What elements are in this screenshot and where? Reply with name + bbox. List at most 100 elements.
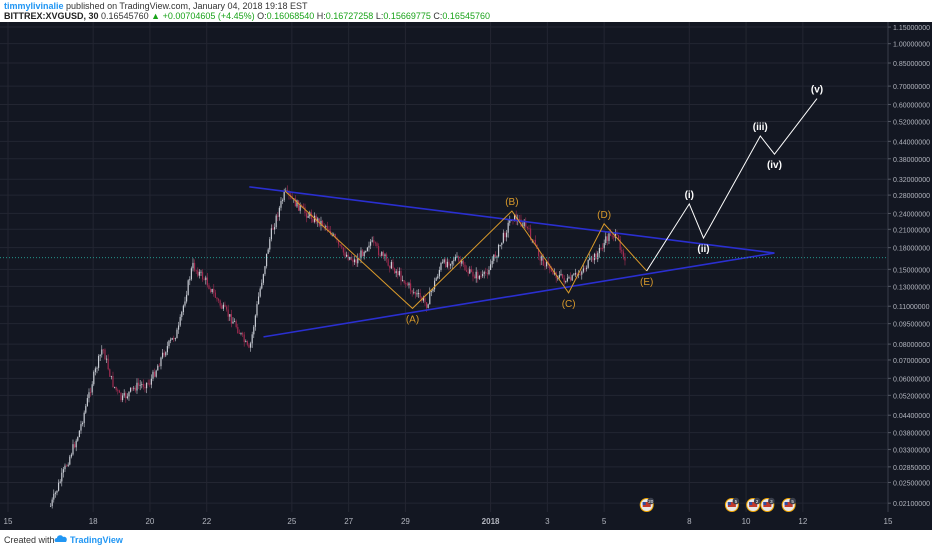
- time-axis[interactable]: 15 18 20 22 25 27 29 2018 3 5 8 10 12 15: [0, 512, 932, 530]
- open-value: 0.16068540: [266, 11, 315, 21]
- candle-body: [481, 274, 484, 277]
- candle-body: [54, 492, 56, 494]
- candle-body: [70, 454, 72, 457]
- price-tick-label: 0.52000000: [893, 119, 930, 126]
- candle-body: [478, 275, 480, 279]
- candle-body: [126, 396, 128, 399]
- candle-body: [101, 349, 103, 355]
- candle-body: [232, 321, 234, 324]
- price-axis[interactable]: 1.15000000 1.00000000 0.85000000 0.70000000…: [887, 22, 932, 530]
- candle-body: [392, 261, 394, 269]
- wave-annotations[interactable]: (A) (B) (C) (D) (E) (i) (ii) (iii) (iv) (v): [284, 85, 823, 326]
- candle-body: [509, 220, 511, 223]
- candle-body: [337, 240, 340, 245]
- candle-body: [379, 255, 381, 256]
- price-tick-label: 0.21000000: [893, 227, 930, 234]
- candle-body: [53, 493, 55, 500]
- candle-body: [302, 205, 304, 208]
- candle-body: [542, 256, 544, 266]
- candle-body: [360, 250, 362, 259]
- candle-body: [582, 268, 584, 272]
- candle-body: [107, 358, 109, 370]
- candle-body: [617, 235, 620, 240]
- impulse-wave-path: [646, 98, 818, 272]
- tradingview-brand[interactable]: TradingView: [70, 535, 123, 545]
- candle-body: [251, 334, 253, 344]
- candle-body: [534, 240, 536, 245]
- candle-body: [270, 228, 272, 240]
- candle-body: [576, 273, 578, 275]
- candle-body: [371, 240, 373, 242]
- chart-area[interactable]: (A)(B)(C)(D)(E)(i)(ii)(iii)(iv)(v) 0.165…: [0, 22, 932, 530]
- impulse-wave-label: (v): [811, 85, 823, 96]
- candle-body: [318, 218, 320, 226]
- time-tick-label: 20: [145, 517, 154, 526]
- price-chart[interactable]: (A)(B)(C)(D)(E)(i)(ii)(iii)(iv)(v) 0.165…: [0, 22, 932, 530]
- tradingview-logo-icon: [54, 535, 67, 542]
- candle-body: [137, 382, 140, 386]
- corrective-wave-label: (D): [597, 210, 611, 221]
- candle-body: [155, 370, 157, 377]
- candle-body: [51, 499, 53, 506]
- candle-body: [328, 228, 330, 231]
- candle-body: [374, 242, 376, 244]
- candle-body: [168, 340, 170, 347]
- candle-body: [403, 280, 405, 283]
- candle-body: [611, 235, 613, 237]
- event-markers[interactable]: 20 5 2 3 5: [639, 497, 796, 512]
- candle-body: [384, 254, 386, 257]
- candle-body: [373, 240, 375, 243]
- candle-body: [493, 254, 495, 261]
- event-count-label: 5: [791, 499, 794, 504]
- candle-body: [494, 254, 496, 258]
- candle-body: [445, 259, 447, 268]
- candle-body: [104, 349, 106, 360]
- candle-body: [469, 269, 471, 274]
- candle-body: [145, 382, 148, 389]
- candle-body: [294, 198, 296, 207]
- close-value: 0.16545760: [442, 11, 490, 21]
- candle-body: [315, 215, 317, 223]
- candle-body: [94, 368, 96, 372]
- candle-body: [585, 267, 588, 269]
- time-tick-label: 18: [89, 517, 98, 526]
- trendlines[interactable]: [249, 186, 775, 338]
- candle-body: [400, 271, 402, 281]
- event-count-label: 3: [770, 499, 773, 504]
- price-tick-label: 0.44000000: [893, 139, 930, 146]
- price-tick-label: 0.70000000: [893, 84, 930, 91]
- candle-body: [81, 422, 84, 425]
- candle-body: [413, 292, 415, 294]
- candle-body: [601, 248, 604, 249]
- candle-body: [486, 273, 488, 275]
- candle-body: [77, 437, 79, 441]
- flag-canton: [784, 502, 788, 505]
- footer: Created with TradingView: [0, 530, 932, 550]
- candle-body: [129, 387, 132, 392]
- candle-body: [256, 304, 258, 316]
- candle-body: [262, 274, 264, 283]
- candle-body: [550, 269, 552, 272]
- up-arrow-icon: ▲: [151, 11, 161, 21]
- candle-body: [520, 219, 522, 227]
- time-tick-label: 15: [884, 517, 893, 526]
- candle-body: [475, 271, 477, 279]
- candle-body: [73, 444, 76, 448]
- candle-body: [574, 273, 576, 275]
- candle-body: [150, 378, 152, 385]
- time-tick-label: 25: [287, 517, 296, 526]
- candle-body: [424, 298, 426, 303]
- candle-body: [248, 344, 250, 348]
- candle-body: [387, 259, 389, 266]
- candle-body: [430, 291, 432, 292]
- candle-body: [206, 277, 208, 286]
- event-count-badge: [647, 497, 655, 505]
- flag-icon: [749, 502, 758, 507]
- price-tick-label: 1.15000000: [893, 25, 930, 32]
- candle-body: [526, 226, 528, 229]
- candle-body: [427, 304, 429, 308]
- author-link[interactable]: timmylivinalie: [4, 1, 64, 11]
- candle-body: [97, 356, 100, 368]
- price-tick-label: 0.05200000: [893, 393, 930, 400]
- candle-body: [192, 262, 194, 269]
